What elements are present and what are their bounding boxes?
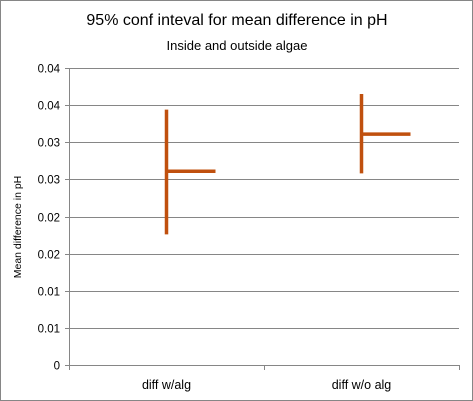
y-axis-title: Mean difference in pH — [12, 176, 24, 279]
y-tick-label: 0.04 — [38, 64, 61, 76]
y-tick-label: 0.02 — [38, 250, 60, 262]
x-tick-labels: diff w/alg diff w/o alg — [142, 378, 391, 392]
gridlines — [69, 68, 459, 329]
y-tick-label: 0.03 — [38, 138, 60, 150]
y-tick-label: 0.02 — [38, 213, 60, 225]
x-tick-label: diff w/alg — [142, 378, 191, 392]
y-tick-label: 0.04 — [38, 101, 61, 113]
x-tick-label: diff w/o alg — [332, 378, 392, 392]
axes — [65, 68, 460, 370]
y-tick-labels: 0 0.01 0.01 0.02 0.02 0.03 0.03 0.04 0.04 — [38, 64, 61, 373]
y-tick-label: 0.01 — [38, 287, 60, 299]
chart-subtitle: Inside and outside algae — [167, 38, 308, 53]
error-bars — [164, 93, 411, 235]
y-tick-label: 0 — [54, 361, 60, 373]
chart-title: 95% conf inteval for mean difference in … — [86, 12, 387, 29]
y-tick-label: 0.01 — [38, 324, 60, 336]
y-tick-label: 0.03 — [38, 175, 60, 187]
